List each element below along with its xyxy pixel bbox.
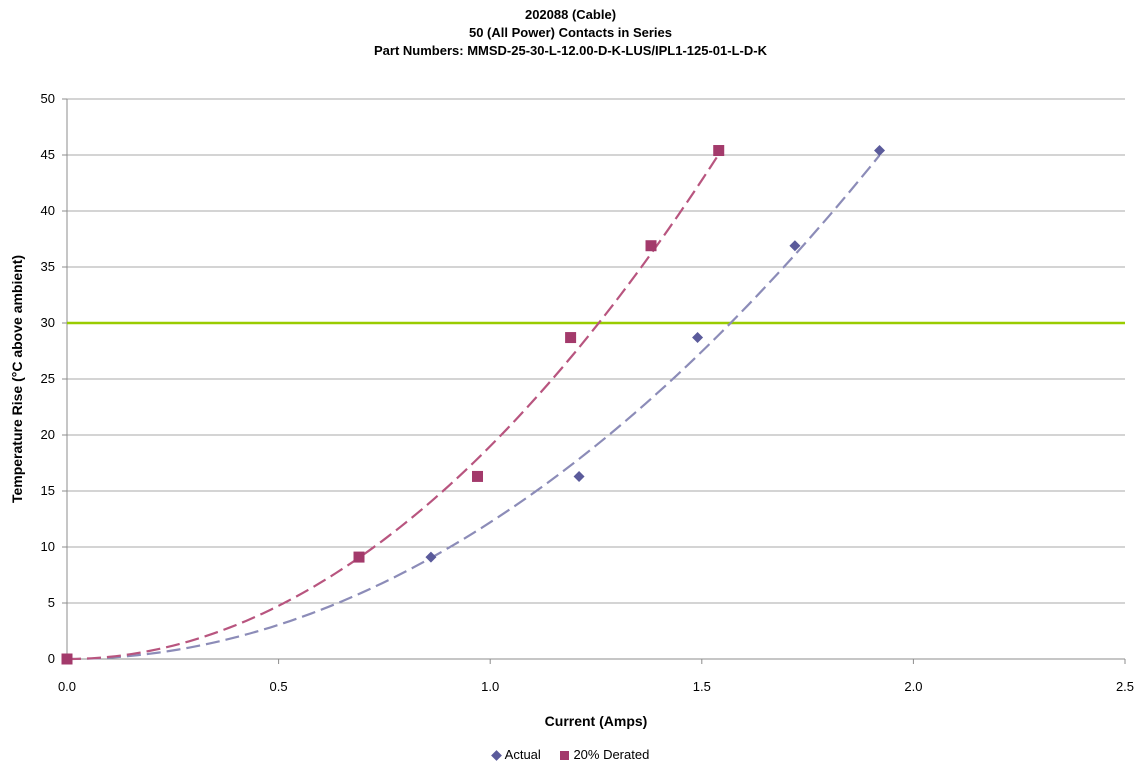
data-point-actual (692, 332, 704, 344)
trendlines (66, 153, 881, 661)
trendline-actual (66, 154, 881, 661)
legend-label-actual: Actual (504, 747, 541, 762)
y-tick-label: 45 (41, 147, 55, 162)
data-point-actual (573, 470, 585, 482)
legend-label-derated: 20% Derated (573, 747, 650, 762)
data-point-actual (425, 551, 437, 563)
chart-legend: Actual 20% Derated (0, 746, 1141, 765)
legend-item-actual: Actual (490, 746, 541, 764)
data-point-derated (353, 551, 365, 563)
chart-title-line-2: 50 (All Power) Contacts in Series (468, 25, 672, 40)
trendline-derated (66, 153, 720, 661)
data-point-actual (789, 240, 801, 252)
y-tick-label: 30 (41, 315, 55, 330)
chart-title-line-1: 202088 (Cable) (524, 7, 617, 22)
chart-title-line-3: Part Numbers: MMSD-25-30-L-12.00-D-K-LUS… (374, 43, 767, 58)
y-tick-label: 50 (41, 91, 55, 106)
y-tick-label: 0 (48, 651, 55, 666)
data-point-actual (874, 145, 886, 157)
x-tick-label: 1.5 (693, 679, 711, 694)
y-tick-label: 5 (48, 595, 55, 610)
grid-lines (67, 98, 1125, 604)
y-tick-label: 20 (41, 427, 55, 442)
data-points (61, 145, 886, 665)
data-point-derated (645, 240, 657, 252)
data-point-derated (61, 653, 73, 665)
y-tick-label: 25 (41, 371, 55, 386)
y-tick-label: 40 (41, 203, 55, 218)
legend-item-derated: 20% Derated (560, 746, 649, 764)
y-axis-title: Temperature Rise (°C above ambient) (9, 255, 25, 503)
x-tick-label: 0.5 (270, 679, 288, 694)
x-tick-label: 2.0 (904, 679, 922, 694)
x-tick-label: 2.5 (1116, 679, 1134, 694)
data-point-derated (713, 145, 725, 157)
chart-title: 202088 (Cable) 50 (All Power) Contacts i… (0, 6, 1141, 60)
diamond-marker-icon (490, 749, 502, 761)
y-tick-label: 10 (41, 539, 55, 554)
data-point-derated (472, 470, 484, 482)
axes (62, 98, 1126, 664)
x-tick-label: 1.0 (481, 679, 499, 694)
x-tick-label: 0.0 (58, 679, 76, 694)
data-point-derated (565, 332, 577, 344)
y-tick-label: 15 (41, 483, 55, 498)
tick-labels: 0 5 10 15 20 25 30 35 40 45 50 0.0 0.5 1.0 1.5 2.0 2.5 (41, 91, 1135, 694)
x-axis-title: Current (Amps) (545, 713, 648, 729)
square-marker-icon (560, 750, 570, 760)
y-tick-label: 35 (41, 259, 55, 274)
